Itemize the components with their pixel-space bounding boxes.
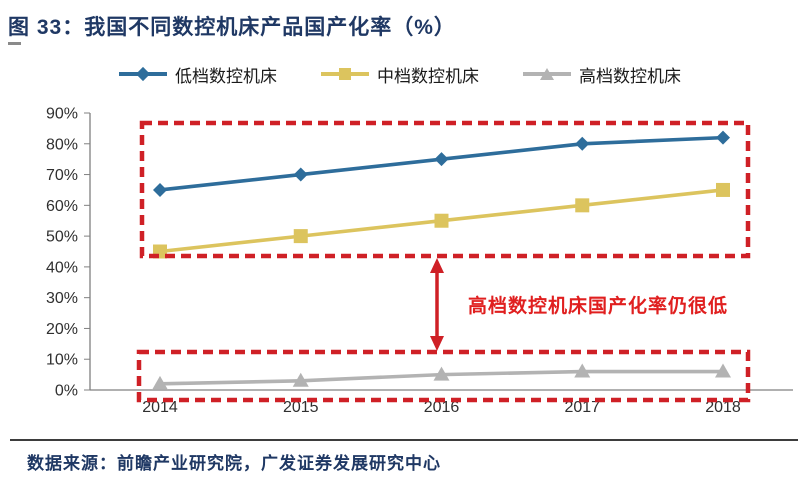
chart-legend: 低档数控机床 中档数控机床 高档数控机床 [0, 60, 800, 88]
legend-item-0: 低档数控机床 [119, 62, 277, 87]
chart-title: 图 33：我国不同数控机床产品国产化率（%） [8, 16, 456, 39]
y-tick-label: 90% [46, 106, 78, 123]
series-0-point [153, 182, 167, 197]
annotation-text: 高档数控机床国产化率仍很低 [468, 296, 729, 317]
gap-arrow-head-down [430, 336, 444, 351]
series-0-point [716, 130, 730, 145]
y-tick-label: 40% [46, 259, 78, 276]
series-2-point [574, 363, 591, 378]
series-0-point [434, 152, 449, 167]
triangle-marker-icon [523, 67, 571, 81]
legend-item-2: 高档数控机床 [523, 62, 681, 87]
footer-divider [10, 439, 798, 441]
data-source-text: 数据来源：前瞻产业研究院，广发证券发展研究中心 [27, 454, 441, 473]
y-tick-label: 80% [46, 136, 78, 153]
x-axis-label: 2017 [564, 399, 600, 416]
series-2-point [292, 372, 309, 387]
gap-arrow-head-up [430, 258, 444, 273]
x-axis-label: 2018 [705, 399, 741, 416]
legend-label: 低档数控机床 [175, 66, 277, 86]
x-axis-label: 2015 [283, 399, 319, 416]
y-tick-label: 70% [46, 167, 78, 184]
y-tick-label: 20% [46, 321, 78, 338]
title-underline-mark [8, 42, 21, 45]
series-1-point [575, 198, 590, 213]
diamond-marker-icon [119, 66, 167, 82]
y-tick-label: 10% [46, 352, 78, 369]
series-0-point [293, 167, 308, 182]
square-marker-icon [321, 67, 369, 81]
series-2-point [433, 366, 450, 381]
x-axis-label: 2014 [142, 399, 178, 416]
legend-label: 中档数控机床 [377, 66, 479, 86]
series-1-point [716, 182, 730, 197]
series-1-point [434, 213, 449, 228]
y-tick-label: 0% [55, 383, 78, 400]
series-2-point [715, 363, 731, 378]
y-tick-label: 30% [46, 290, 78, 307]
legend-label: 高档数控机床 [579, 66, 681, 86]
lower-highlight-box [136, 349, 751, 403]
y-tick-label: 60% [46, 198, 78, 215]
series-0-point [575, 136, 590, 151]
series-1-point [293, 229, 308, 244]
legend-item-1: 中档数控机床 [321, 62, 479, 87]
y-tick-label: 50% [46, 229, 78, 246]
series-2-point [152, 375, 168, 390]
x-axis-label: 2016 [424, 399, 460, 416]
upper-highlight-box [139, 120, 751, 259]
